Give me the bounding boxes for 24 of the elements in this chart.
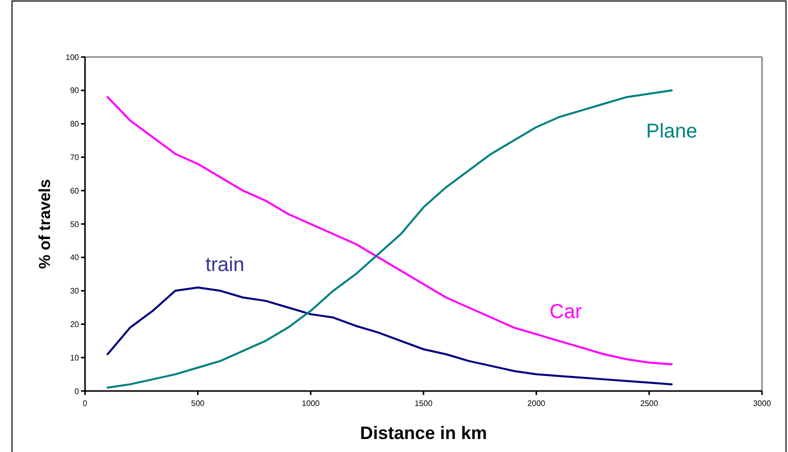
y-tick-label: 20 xyxy=(70,320,80,329)
y-axis-title: % of travels xyxy=(37,178,54,269)
y-tick-label: 100 xyxy=(66,52,80,62)
line-series xyxy=(106,286,673,386)
x-tick-label: 2000 xyxy=(527,399,546,408)
y-tick-label: 80 xyxy=(70,120,80,129)
y-tick-label: 60 xyxy=(70,186,80,196)
y-tick-label: 40 xyxy=(70,253,80,262)
series-label: Plane xyxy=(646,120,698,142)
x-tick-label: 500 xyxy=(191,399,206,408)
x-axis-title: Distance in km xyxy=(360,423,488,443)
y-tick-label: 0 xyxy=(74,386,80,396)
x-tick-label: 2500 xyxy=(640,399,659,408)
y-tick-label: 50 xyxy=(70,220,80,229)
x-tick-label: 1500 xyxy=(414,399,433,408)
series-label: Car xyxy=(550,300,582,323)
x-tick-label: 0 xyxy=(82,399,88,408)
y-tick-label: 30 xyxy=(70,286,80,296)
y-tick-label: 10 xyxy=(70,353,80,362)
y-tick-label: 70 xyxy=(70,153,80,162)
y-tick-label: 90 xyxy=(70,86,80,96)
series-label: train xyxy=(205,254,244,276)
x-tick-label: 1000 xyxy=(302,399,320,408)
x-tick-label: 3000 xyxy=(753,399,772,408)
